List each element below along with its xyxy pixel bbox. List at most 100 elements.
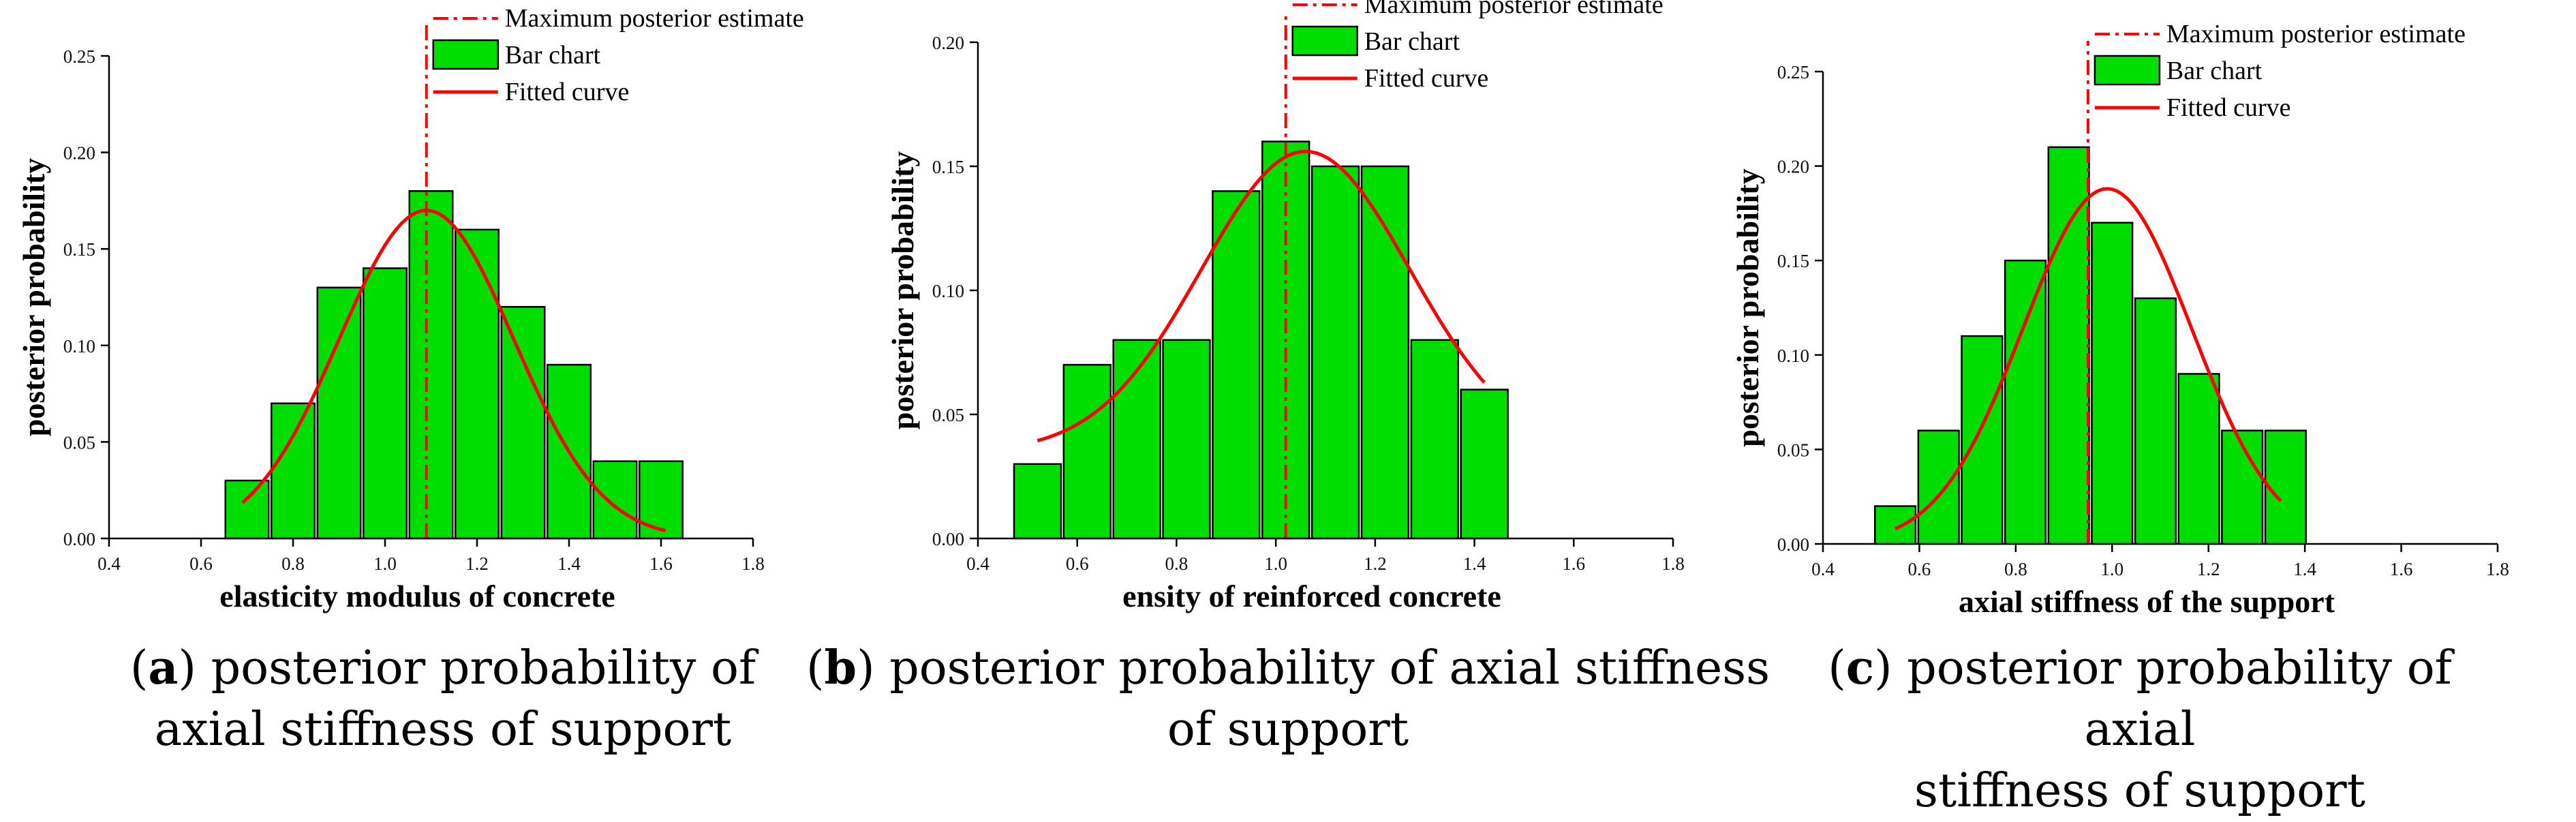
- y-tick-label: 0.20: [932, 33, 964, 53]
- caption-b-label: b: [824, 641, 857, 695]
- x-tick-label: 0.6: [189, 553, 213, 574]
- x-tick-label: 1.8: [2486, 559, 2509, 579]
- x-tick-label: 1.6: [2390, 559, 2413, 579]
- bar: [271, 402, 316, 540]
- legend-map-label: Maximum posterior estimate: [2166, 20, 2466, 48]
- bar: [2091, 222, 2134, 545]
- legend-curve-label: Fitted curve: [2166, 93, 2291, 122]
- bar: [1360, 165, 1410, 540]
- chart-b: 0.4 0.6 0.8 1.0 1.2 1.4 1.6 1.8 0.00 0.05 0.10 0.15…: [885, 0, 1685, 613]
- x-tick-label: 0.8: [1165, 553, 1189, 574]
- bar: [1013, 463, 1062, 540]
- chart-c: 0.4 0.6 0.8 1.0 1.2 1.4 1.6 1.8 0.00 0.05 0.10 0.15…: [1730, 20, 2509, 619]
- bar: [2264, 429, 2307, 545]
- x-tick-label: 1.0: [373, 553, 397, 574]
- bar: [2047, 146, 2090, 545]
- bar: [1310, 165, 1360, 540]
- bar: [639, 460, 684, 540]
- bar: [1162, 339, 1211, 540]
- x-tick-label: 1.0: [2100, 559, 2123, 579]
- y-tick-label: 0.00: [1777, 534, 1809, 555]
- x-tick-label: 0.4: [966, 553, 990, 574]
- caption-a-line1: posterior probability of: [196, 641, 756, 695]
- fitted-curve: [1037, 149, 1486, 442]
- x-tick-label: 1.8: [1661, 553, 1685, 574]
- y-tick-label: 0.10: [932, 281, 964, 301]
- x-tick-label: 1.4: [557, 553, 581, 574]
- y-tick-label: 0.00: [63, 529, 95, 549]
- bar: [455, 228, 500, 540]
- bar: [1917, 429, 1960, 545]
- x-tick-label: 1.4: [1463, 553, 1486, 574]
- bar: [1212, 190, 1261, 540]
- caption-c: (c) posterior probability of axial stiff…: [1828, 641, 2452, 818]
- bar: [1062, 363, 1111, 540]
- legend-map-label: Maximum posterior estimate: [1364, 0, 1663, 19]
- x-axis-title: elasticity modulus of concrete: [219, 579, 615, 613]
- y-axis-title: posterior probability: [885, 151, 920, 430]
- caption-c-label: c: [1845, 641, 1875, 695]
- x-tick-label: 1.2: [465, 553, 489, 574]
- caption-b: (b) posterior probability of axial stiff…: [806, 641, 1770, 757]
- y-tick-label: 0.20: [1777, 157, 1809, 177]
- bar: [2221, 429, 2264, 545]
- legend-bar-swatch: [2094, 55, 2161, 86]
- bar: [1961, 335, 2004, 545]
- bar: [2134, 297, 2177, 545]
- x-tick-label: 0.6: [1908, 559, 1931, 579]
- legend-curve-label: Fitted curve: [1364, 64, 1489, 93]
- x-tick-label: 1.6: [649, 553, 673, 574]
- y-tick-label: 0.05: [932, 405, 964, 425]
- legend-curve-label: Fitted curve: [505, 78, 630, 106]
- x-axis-title: axial stiffness of the support: [1959, 584, 2335, 619]
- x-tick-label: 0.4: [1811, 559, 1835, 579]
- y-tick-label: 0.15: [63, 239, 95, 260]
- legend-map-label: Maximum posterior estimate: [505, 4, 804, 33]
- bar: [547, 363, 592, 540]
- caption-a: (a) posterior probability of axial stiff…: [129, 641, 756, 757]
- bar: [2004, 259, 2047, 545]
- figure: 0.4 0.6 0.8 1.0 1.2 1.4 1.6 1.8 0.00 0.05 0.10 0.15…: [16, 0, 2509, 619]
- x-tick-label: 1.6: [1562, 553, 1585, 574]
- caption-c-line2: stiffness of support: [1914, 764, 2365, 818]
- bar: [316, 286, 362, 540]
- caption-c-line1: posterior probability of axial: [1892, 641, 2452, 757]
- bar: [1410, 339, 1459, 540]
- bar: [592, 460, 638, 540]
- y-tick-label: 0.00: [932, 529, 964, 549]
- bar: [408, 189, 454, 540]
- y-axis-title: posterior probability: [16, 158, 51, 437]
- caption-a-label: a: [148, 641, 179, 695]
- x-tick-label: 0.4: [97, 553, 121, 574]
- bar: [1460, 389, 1509, 540]
- bar: [1874, 505, 1917, 545]
- y-axis-title: posterior probability: [1730, 168, 1765, 447]
- fitted-curve: [241, 209, 666, 533]
- y-tick-label: 0.15: [1777, 251, 1809, 271]
- y-tick-label: 0.25: [1777, 62, 1809, 82]
- y-tick-label: 0.05: [63, 432, 95, 453]
- bar: [224, 479, 270, 540]
- caption-b-line2: of support: [1167, 703, 1409, 757]
- x-tick-label: 1.2: [1364, 553, 1387, 574]
- legend-bar-label: Bar chart: [505, 41, 601, 70]
- y-tick-label: 0.10: [1777, 346, 1809, 366]
- legend-bar-swatch: [432, 39, 499, 70]
- bar: [363, 267, 408, 540]
- x-tick-label: 1.4: [2293, 559, 2316, 579]
- y-tick-label: 0.15: [932, 157, 964, 177]
- caption-a-line2: axial stiffness of support: [154, 703, 732, 757]
- chart-a: 0.4 0.6 0.8 1.0 1.2 1.4 1.6 1.8 0.00 0.05 0.10 0.15…: [16, 4, 804, 613]
- x-tick-label: 0.8: [2004, 559, 2027, 579]
- y-tick-label: 0.25: [63, 46, 95, 67]
- y-tick-label: 0.20: [63, 143, 95, 164]
- x-tick-label: 0.8: [281, 553, 305, 574]
- legend-bar-label: Bar chart: [2166, 57, 2263, 85]
- x-axis-title: ensity of reinforced concrete: [1122, 579, 1501, 613]
- bar: [2177, 373, 2220, 545]
- legend-bar-label: Bar chart: [1364, 27, 1460, 56]
- y-tick-label: 0.10: [63, 336, 95, 356]
- x-tick-label: 1.2: [2197, 559, 2220, 579]
- bar: [500, 305, 546, 540]
- x-tick-label: 0.6: [1066, 553, 1089, 574]
